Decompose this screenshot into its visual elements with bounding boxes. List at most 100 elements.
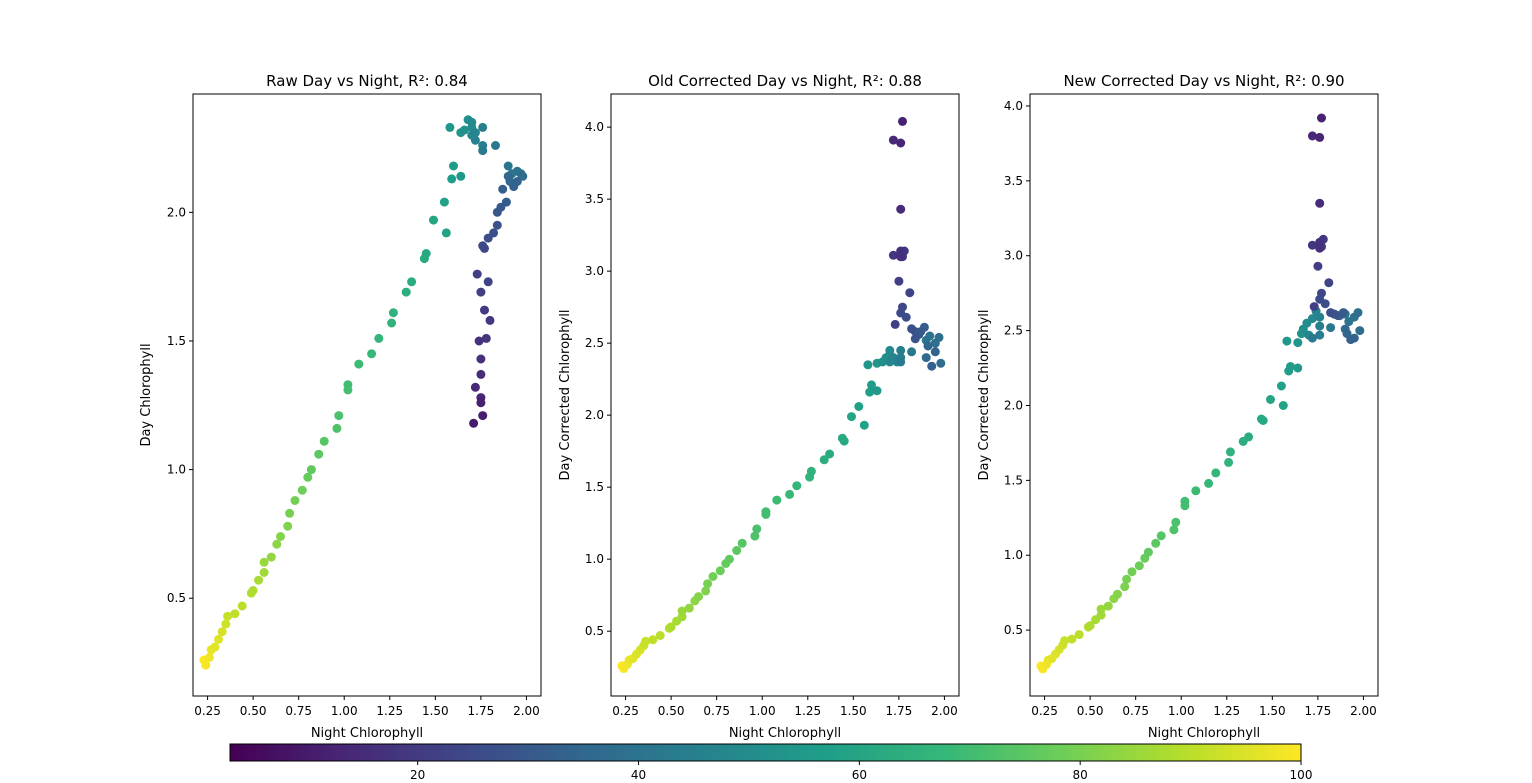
scatter-point <box>1307 131 1317 141</box>
scatter-point <box>1171 517 1181 527</box>
scatter-point <box>1067 634 1077 644</box>
y-tick-label: 1.0 <box>1004 548 1023 562</box>
scatter-point <box>1282 336 1292 346</box>
scatter-point <box>885 345 895 355</box>
scatter-point <box>1326 323 1336 333</box>
scatter-point <box>847 412 856 422</box>
x-axis-ticks: 0.25 0.50 0.75 1.00 1.25 1.50 1.75 2.00 <box>612 696 958 718</box>
scatter-point <box>737 538 747 548</box>
scatter-point <box>297 485 307 495</box>
scatter-point <box>354 359 364 369</box>
scatter-point <box>925 331 935 341</box>
x-tick-label: 1.00 <box>1168 704 1195 718</box>
scatter-point <box>1122 574 1132 584</box>
scatter-point <box>474 336 484 346</box>
y-axis-label: Day Corrected Chlorophyll <box>977 310 992 481</box>
y-tick-label: 2.0 <box>167 205 186 219</box>
scatter-point <box>1293 338 1303 348</box>
scatter-point <box>441 228 451 238</box>
scatter-point <box>1156 531 1166 541</box>
scatter-point <box>1309 302 1319 312</box>
x-tick-label: 0.25 <box>1031 704 1058 718</box>
scatter-point <box>388 308 398 318</box>
colorbar-tick-label: 60 <box>852 768 867 782</box>
x-tick-label: 1.75 <box>1305 704 1332 718</box>
scatter-point <box>1134 561 1144 571</box>
scatter-point <box>655 631 665 640</box>
colorbar-tick-label: 20 <box>410 768 425 782</box>
scatter-point <box>1307 333 1317 343</box>
y-tick-label: 4.0 <box>585 120 604 134</box>
scatter-point <box>854 402 864 411</box>
scatter-point <box>896 357 906 367</box>
scatter-point <box>1266 395 1275 404</box>
y-tick-label: 3.0 <box>1004 249 1023 263</box>
scatter-point <box>445 122 455 132</box>
scatter-point <box>509 182 519 192</box>
scatter-point <box>761 507 771 517</box>
x-tick-label: 2.00 <box>931 704 958 718</box>
x-tick-label: 1.50 <box>1259 704 1286 718</box>
scatter-point <box>204 652 214 662</box>
scatter-point <box>401 287 411 297</box>
y-tick-label: 1.5 <box>1004 473 1023 487</box>
x-tick-label: 1.25 <box>1213 704 1240 718</box>
scatter-point <box>825 449 835 459</box>
scatter-point <box>752 524 762 534</box>
scatter-point <box>936 358 946 368</box>
x-axis-label: Night Chlorophyll <box>729 726 841 741</box>
scatter-point <box>1204 478 1214 488</box>
scatter-point <box>387 318 397 328</box>
x-axis-label: Night Chlorophyll <box>311 726 423 741</box>
scatter-point <box>469 418 479 428</box>
scatter-point <box>237 601 247 611</box>
scatter-point <box>1307 314 1317 324</box>
scatter-point <box>283 521 293 531</box>
scatter-point <box>1313 261 1323 271</box>
scatter-point <box>708 572 718 581</box>
scatter-point <box>476 398 486 408</box>
scatter-point <box>334 411 344 421</box>
y-tick-label: 2.5 <box>585 336 604 350</box>
scatter-point <box>276 532 285 541</box>
y-axis-label: Day Corrected Chlorophyll <box>558 310 573 481</box>
scatter-point <box>492 207 502 217</box>
scatter-point <box>221 619 231 629</box>
scatter-point <box>1353 308 1363 318</box>
x-tick-label: 0.25 <box>194 704 221 718</box>
scatter-point <box>449 161 458 171</box>
scatter-point <box>498 184 508 194</box>
scatter-point <box>772 495 782 505</box>
x-tick-label: 1.50 <box>840 704 867 718</box>
scatter-point <box>839 436 849 446</box>
scatter-point <box>1103 601 1113 611</box>
plot-frame <box>1029 93 1379 697</box>
chart-title: Old Corrected Day vs Night, R²: 0.88 <box>648 72 922 90</box>
scatter-point <box>1315 243 1325 253</box>
y-axis-ticks: 0.5 1.0 1.5 2.0 <box>167 205 193 605</box>
scatter-point <box>259 557 269 567</box>
x-tick-label: 1.25 <box>376 704 403 718</box>
x-tick-label: 2.00 <box>1350 704 1377 718</box>
scatter-point <box>910 334 920 344</box>
x-tick-label: 1.50 <box>422 704 449 718</box>
scatter-point <box>1324 278 1334 288</box>
scatter-point <box>314 449 324 459</box>
scatter-point <box>210 642 220 652</box>
scatter-point <box>898 116 907 126</box>
scatter-point <box>214 634 223 644</box>
colorbar-ticks: 20 40 60 80 100 <box>410 761 1312 782</box>
scatter-points <box>199 115 528 670</box>
plot-frame <box>192 93 542 697</box>
scatter-point <box>470 382 480 392</box>
scatter-point <box>792 481 802 491</box>
scatter-point <box>470 135 480 145</box>
y-tick-label: 1.5 <box>167 334 186 348</box>
scatter-point <box>648 635 658 645</box>
scatter-point <box>1315 330 1325 340</box>
scatter-point <box>470 128 480 138</box>
colorbar-tick-label: 100 <box>1290 768 1313 782</box>
scatter-point <box>1315 312 1325 322</box>
x-tick-label: 0.75 <box>703 704 730 718</box>
scatter-point <box>447 174 457 184</box>
